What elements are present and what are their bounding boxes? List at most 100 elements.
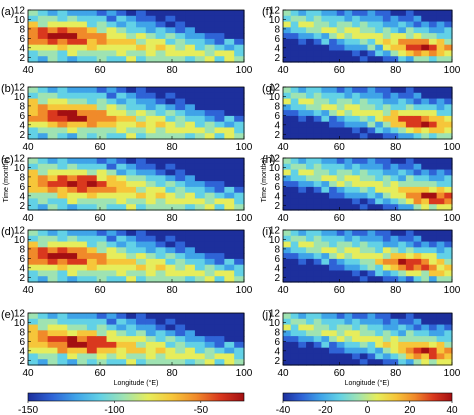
heat-cell [214, 15, 225, 23]
heat-cell [405, 50, 415, 57]
heat-cell [224, 253, 235, 260]
heat-cell [382, 50, 392, 57]
heat-cell [313, 198, 323, 205]
heat-cell [155, 27, 167, 34]
heat-cell [57, 235, 68, 243]
heat-cell [57, 27, 68, 34]
heat-cell [214, 336, 225, 343]
heat-cell [306, 359, 315, 366]
heat-cell [336, 27, 346, 34]
heat-cell [359, 163, 369, 171]
heat-cell [67, 359, 78, 366]
heat-cell [86, 198, 98, 205]
heat-cell [382, 33, 392, 40]
heat-cell [367, 92, 376, 100]
heat-cell [421, 98, 430, 105]
heat-cell [283, 158, 292, 165]
heat-cell [155, 50, 167, 57]
heat-cell [367, 27, 376, 34]
heat-cell [321, 258, 330, 266]
heat-cell [185, 341, 196, 349]
heat-cell [329, 92, 338, 100]
heat-cell [126, 324, 137, 331]
heat-cell [106, 169, 117, 176]
heat-cell [155, 353, 167, 360]
heat-cell [375, 27, 384, 34]
heat-cell [67, 92, 78, 100]
heat-cell [306, 313, 315, 320]
heat-cell [47, 115, 59, 123]
heat-cell [359, 127, 369, 134]
panel-frame [282, 157, 453, 211]
heat-cell [204, 56, 216, 63]
heat-cell [367, 33, 376, 40]
heat-cell [444, 175, 453, 182]
heat-cell [155, 33, 167, 40]
heat-cell [359, 324, 369, 331]
heat-cell [444, 235, 453, 243]
heat-cell [321, 192, 330, 200]
heat-cell [185, 10, 196, 17]
heat-cell [145, 21, 157, 28]
heat-cell [67, 10, 78, 17]
y-tick-label: 6 [19, 34, 25, 45]
heat-cell [321, 115, 330, 123]
heat-cell [234, 121, 245, 129]
heat-cell [359, 230, 369, 237]
heat-cell [405, 169, 415, 176]
heat-cell [375, 175, 384, 182]
heat-cell [352, 175, 361, 182]
heat-cell [126, 347, 137, 355]
heat-cell [37, 92, 49, 100]
heat-cell [155, 264, 167, 272]
heat-cell [367, 21, 376, 28]
heat-cell [321, 270, 330, 277]
heat-cell [126, 56, 137, 63]
panel-label: (h) [262, 154, 275, 166]
heat-cell [283, 258, 292, 266]
heat-cell [313, 341, 323, 349]
heat-cell [96, 318, 108, 326]
heat-cell [444, 324, 453, 331]
panel-frame [27, 86, 245, 140]
heat-cell [116, 33, 127, 40]
heat-cell [37, 21, 49, 28]
heat-cell [175, 127, 186, 134]
heat-cell [57, 163, 68, 171]
heat-cell [382, 181, 392, 188]
heat-cell [405, 56, 415, 63]
heat-cell [336, 163, 346, 171]
heat-cell [214, 258, 225, 266]
heat-cell [155, 347, 167, 355]
colorbar-right: -40 -20 0 20 40 [276, 392, 458, 415]
heat-cell [136, 347, 147, 355]
panel-label: (j) [262, 309, 272, 321]
heat-cell [185, 98, 196, 105]
heat-cell [224, 330, 235, 337]
heat-cell [336, 264, 346, 272]
heat-cell [382, 330, 392, 337]
colorbar-tick-label: -50 [194, 405, 209, 415]
heat-cell [194, 110, 206, 117]
heat-cell [86, 192, 98, 200]
heat-cell [344, 15, 353, 23]
heat-cell [313, 110, 323, 117]
heat-cell [57, 258, 68, 266]
heat-cell [194, 253, 206, 260]
heat-cell [126, 121, 137, 129]
heat-cell [329, 186, 338, 194]
heat-cell [37, 50, 49, 57]
heat-cell [444, 163, 453, 171]
heat-cell [421, 341, 430, 349]
heat-cell [28, 121, 39, 129]
heat-cell [428, 330, 438, 337]
heat-cell [116, 92, 127, 100]
heat-cell [204, 264, 216, 272]
heat-cell [344, 181, 353, 188]
heat-cell [382, 270, 392, 277]
heat-cell [165, 181, 176, 188]
heat-cell [359, 110, 369, 117]
heat-cell [313, 264, 323, 272]
heat-cell [185, 15, 196, 23]
